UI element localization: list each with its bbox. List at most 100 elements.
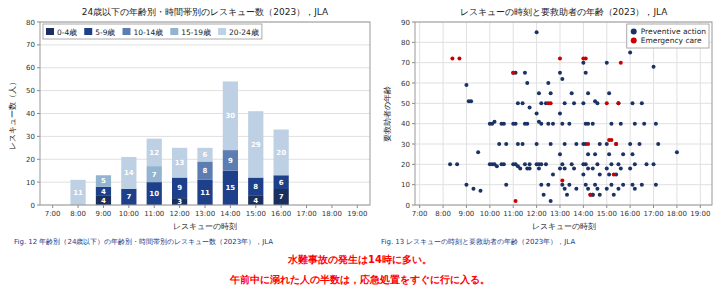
scatter-point (586, 166, 590, 170)
y-tick-label: 0 (406, 202, 410, 210)
caption: Fig. 12 年齢別（24歳以下）の年齢別・時間帯別のレスキュー数（2023年… (14, 238, 273, 246)
legend-swatch (84, 28, 92, 35)
scatter-point (469, 99, 473, 103)
scatter-point (609, 138, 613, 142)
y-tick-label: 40 (26, 110, 35, 118)
x-tick-label: 7:00 (45, 210, 61, 218)
grid-line (40, 136, 370, 137)
bar-segment (274, 175, 289, 189)
data-label: 11 (200, 189, 210, 197)
bar-segment (248, 196, 263, 205)
chart-scatter: 01020304050607080907:008:009:0010:0011:0… (381, 7, 712, 246)
scatter-point (630, 183, 634, 187)
scatter-point (572, 166, 576, 170)
bar-segment (121, 157, 136, 189)
grid-line (513, 22, 514, 205)
scatter-point (563, 166, 567, 170)
scatter-point (495, 164, 499, 168)
scatter-point (621, 152, 625, 156)
data-label: 6 (279, 179, 284, 187)
scatter-point (525, 122, 529, 126)
plot-area (415, 22, 712, 205)
scatter-point (584, 162, 588, 166)
legend: 0-4歳5-9歳10-14歳15-19歳20-24歳 (43, 24, 262, 39)
grid-line (676, 22, 677, 205)
chart-title: 24歳以下の年齢別・時間帯別のレスキュー数（2023），JLA (82, 7, 329, 17)
y-tick-label: 20 (26, 156, 35, 164)
legend-box (627, 24, 709, 48)
bar-segment (147, 166, 162, 182)
scatter-point (478, 189, 482, 193)
scatter-point (546, 81, 550, 85)
scatter-point (558, 152, 562, 156)
y-tick-label: 60 (26, 64, 35, 72)
scatter-point (549, 142, 553, 146)
scatter-point (570, 91, 574, 95)
y-tick-label: 90 (401, 19, 410, 27)
scatter-point (652, 65, 656, 69)
x-tick-label: 7:00 (412, 210, 428, 218)
scatter-point (621, 183, 625, 187)
y-tick-label: 70 (26, 41, 35, 49)
scatter-point (455, 162, 459, 166)
grid-line (653, 22, 654, 205)
scatter-point (537, 166, 541, 170)
scatter-point (542, 193, 546, 197)
x-axis-label: レスキューの時刻 (173, 222, 237, 231)
data-label: 11 (73, 189, 83, 197)
scatter-point (619, 122, 623, 126)
bar-segment (96, 175, 111, 176)
scatter-point (567, 122, 571, 126)
y-tick-label: 0 (31, 202, 35, 210)
grid-line (489, 22, 490, 205)
scatter-point (504, 142, 508, 146)
grid-line (40, 67, 370, 68)
plot-area (40, 22, 370, 205)
bar-segment (248, 178, 263, 196)
scatter-point (563, 142, 567, 146)
legend-label: 5-9歳 (95, 28, 115, 37)
scatter-point (502, 122, 506, 126)
scatter-point (633, 122, 637, 126)
scatter-point (549, 91, 553, 95)
scatter-point (628, 51, 632, 55)
scatter-point (595, 162, 599, 166)
scatter-point (523, 162, 527, 166)
scatter-point (563, 187, 567, 191)
data-label: 5 (101, 177, 106, 185)
x-tick-label: 17:00 (643, 210, 663, 218)
scatter-point (586, 122, 590, 126)
key-message: 水難事故の発生は14時に多い。 (287, 254, 432, 265)
data-labels: 4347471091115868957111412136302920 (73, 112, 286, 206)
data-label: 7 (279, 193, 284, 201)
scatter-point (457, 57, 461, 61)
legend-swatch (631, 29, 637, 35)
data-label: 15 (226, 184, 236, 192)
scatter-point (605, 166, 609, 170)
legend-swatch (218, 28, 226, 35)
legend: Preventive actionEmergency care (627, 24, 709, 48)
scatter-point (572, 101, 576, 105)
scatter-point (652, 162, 656, 166)
y-tick-label: 50 (26, 87, 35, 95)
bar-segment (96, 175, 111, 186)
x-tick-label: 8:00 (70, 210, 86, 218)
x-tick-label: 11:00 (503, 210, 523, 218)
data-label: 8 (203, 167, 208, 175)
scatter-point (516, 101, 520, 105)
x-tick-label: 14:00 (220, 210, 240, 218)
data-label: 12 (149, 149, 159, 157)
scatter-point (605, 101, 609, 105)
scatter-point (628, 142, 632, 146)
legend-label: Emergency care (641, 36, 702, 45)
scatter-point (619, 166, 623, 170)
x-tick-label: 19:00 (347, 210, 367, 218)
grid-line (419, 22, 420, 205)
scatter-point (630, 101, 634, 105)
x-tick-label: 16:00 (620, 210, 640, 218)
data-label: 4 (253, 197, 258, 205)
bar-segment (96, 196, 111, 205)
scatter-point (511, 71, 515, 75)
scatter-point (574, 142, 578, 146)
bar-segment (147, 182, 162, 205)
